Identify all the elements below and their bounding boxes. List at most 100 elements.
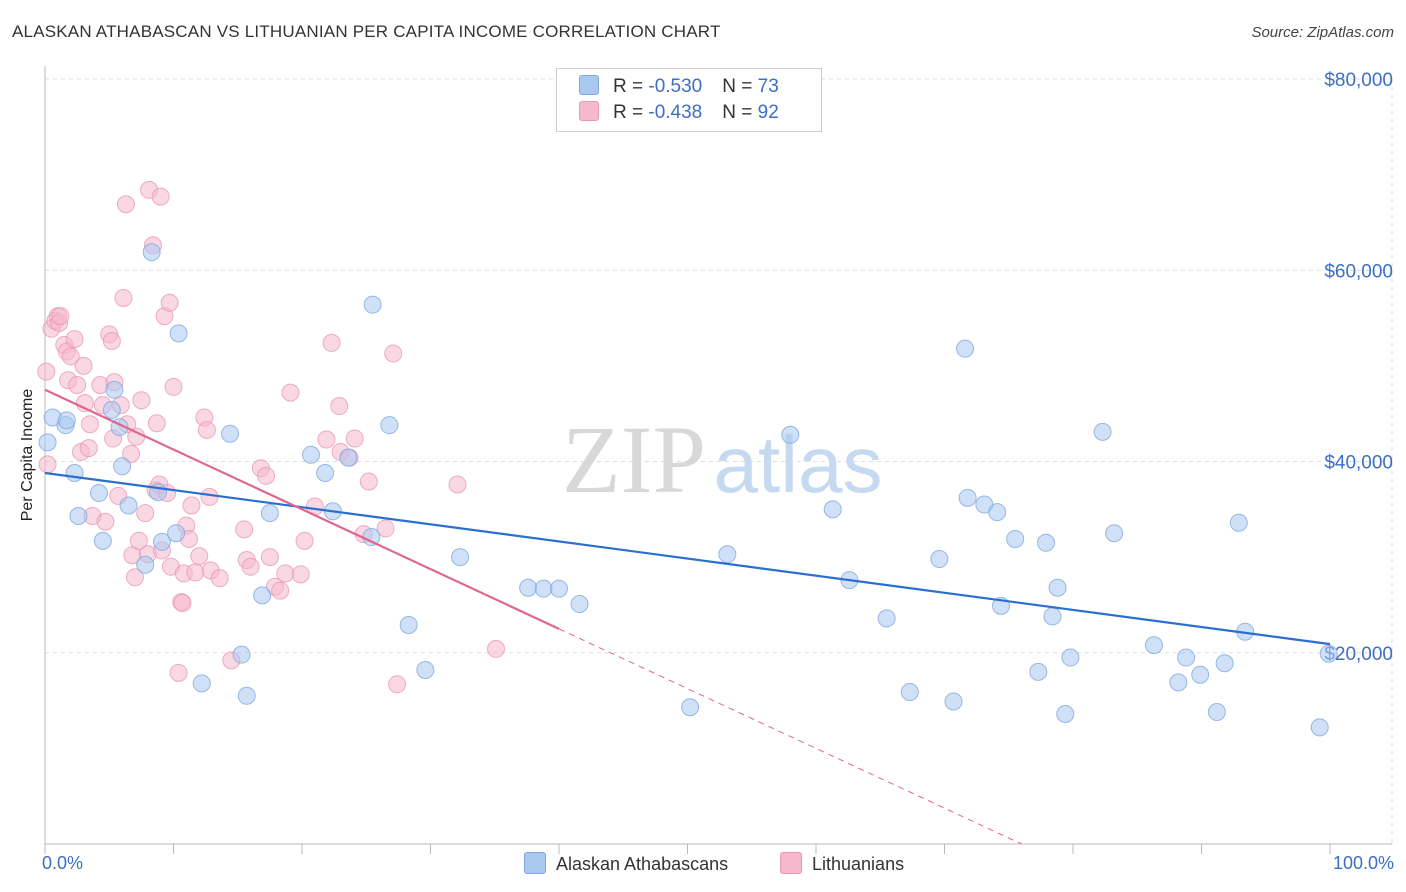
axes: [44, 66, 1392, 854]
point-alaskan-athabascans: [944, 692, 963, 711]
point-lithuanians: [136, 504, 155, 523]
n-label: N =: [722, 76, 758, 97]
point-alaskan-athabascans: [1105, 524, 1124, 543]
point-alaskan-athabascans: [237, 686, 256, 705]
n-value: 92: [757, 102, 779, 123]
point-lithuanians: [160, 293, 179, 312]
point-lithuanians: [345, 429, 364, 448]
point-alaskan-athabascans: [167, 524, 186, 543]
point-lithuanians: [147, 414, 166, 433]
point-alaskan-athabascans: [416, 660, 435, 679]
point-lithuanians: [96, 512, 115, 531]
n-value: 73: [757, 76, 779, 97]
legend-row-lithuanians: R = -0.438 N = 92: [579, 101, 779, 125]
r-value: -0.530: [648, 76, 703, 97]
point-lithuanians: [173, 594, 192, 613]
point-alaskan-athabascans: [113, 457, 132, 476]
point-alaskan-athabascans: [519, 578, 538, 597]
point-lithuanians: [241, 557, 260, 576]
bottom-legend-swatch-pink: [780, 852, 802, 874]
point-lithuanians: [384, 344, 403, 363]
point-alaskan-athabascans: [534, 579, 553, 598]
point-lithuanians: [182, 496, 201, 515]
point-alaskan-athabascans: [877, 609, 896, 628]
trend-line: [44, 388, 560, 630]
point-lithuanians: [235, 520, 254, 539]
point-alaskan-athabascans: [221, 424, 240, 443]
point-lithuanians: [65, 330, 84, 349]
point-alaskan-athabascans: [956, 339, 975, 358]
point-lithuanians: [281, 383, 300, 402]
point-alaskan-athabascans: [1048, 578, 1067, 597]
correlation-legend: R = -0.530 N = 73 R = -0.438 N = 92: [556, 68, 822, 132]
legend-swatch-pink: [579, 101, 599, 121]
point-lithuanians: [295, 531, 314, 550]
point-lithuanians: [169, 663, 188, 682]
r-label: R =: [613, 102, 649, 123]
point-alaskan-athabascans: [1056, 704, 1075, 723]
bottom-legend-label: Lithuanians: [812, 854, 905, 874]
y-tick-label: $40,000: [1324, 453, 1393, 474]
point-lithuanians: [125, 568, 144, 587]
point-alaskan-athabascans: [253, 586, 272, 605]
point-alaskan-athabascans: [260, 504, 279, 523]
point-lithuanians: [151, 187, 170, 206]
point-alaskan-athabascans: [152, 532, 171, 551]
point-lithuanians: [186, 563, 205, 582]
point-alaskan-athabascans: [301, 445, 320, 464]
point-alaskan-athabascans: [89, 484, 108, 503]
point-lithuanians: [164, 377, 183, 396]
point-alaskan-athabascans: [570, 594, 589, 613]
point-alaskan-athabascans: [1169, 673, 1188, 692]
point-lithuanians: [388, 675, 407, 694]
bottom-legend-lithuanians: Lithuanians: [780, 852, 904, 875]
point-lithuanians: [116, 195, 135, 214]
r-value: -0.438: [648, 102, 703, 123]
point-lithuanians: [291, 565, 310, 584]
point-lithuanians: [127, 427, 146, 446]
point-alaskan-athabascans: [1207, 703, 1226, 722]
point-lithuanians: [487, 639, 506, 658]
point-alaskan-athabascans: [232, 645, 251, 664]
point-alaskan-athabascans: [823, 500, 842, 519]
bottom-legend-athabascans: Alaskan Athabascans: [524, 852, 728, 875]
point-alaskan-athabascans: [1061, 648, 1080, 667]
point-alaskan-athabascans: [1093, 422, 1112, 441]
point-alaskan-athabascans: [192, 674, 211, 693]
point-alaskan-athabascans: [900, 682, 919, 701]
legend-swatch-blue: [579, 75, 599, 95]
point-alaskan-athabascans: [69, 507, 88, 526]
chart-title: ALASKAN ATHABASCAN VS LITHUANIAN PER CAP…: [12, 22, 721, 41]
point-lithuanians: [322, 333, 341, 352]
point-alaskan-athabascans: [93, 531, 112, 550]
source-credit: Source: ZipAtlas.com: [1251, 24, 1394, 41]
point-alaskan-athabascans: [958, 488, 977, 507]
point-lithuanians: [190, 547, 209, 566]
point-lithuanians: [122, 444, 141, 463]
point-alaskan-athabascans: [1029, 662, 1048, 681]
point-alaskan-athabascans: [1177, 648, 1196, 667]
point-lithuanians: [257, 466, 276, 485]
point-alaskan-athabascans: [136, 555, 155, 574]
point-lithuanians: [38, 455, 57, 474]
point-alaskan-athabascans: [38, 433, 57, 452]
point-alaskan-athabascans: [930, 550, 949, 569]
watermark-zip: ZIP: [562, 406, 706, 513]
x-tick-max: 100.0%: [1332, 853, 1394, 873]
point-alaskan-athabascans: [781, 425, 800, 444]
trend-line: [558, 628, 1022, 845]
point-alaskan-athabascans: [57, 411, 76, 430]
point-lithuanians: [61, 347, 80, 366]
point-alaskan-athabascans: [1191, 665, 1210, 684]
trend-lines: [44, 388, 1331, 845]
point-alaskan-athabascans: [105, 380, 124, 399]
point-alaskan-athabascans: [1006, 529, 1025, 548]
point-alaskan-athabascans: [1043, 607, 1062, 626]
point-lithuanians: [210, 569, 229, 588]
point-lithuanians: [200, 487, 219, 506]
trend-line: [44, 471, 1331, 646]
point-lithuanians: [260, 548, 279, 567]
r-label: R =: [613, 76, 649, 97]
point-alaskan-athabascans: [1310, 718, 1329, 737]
